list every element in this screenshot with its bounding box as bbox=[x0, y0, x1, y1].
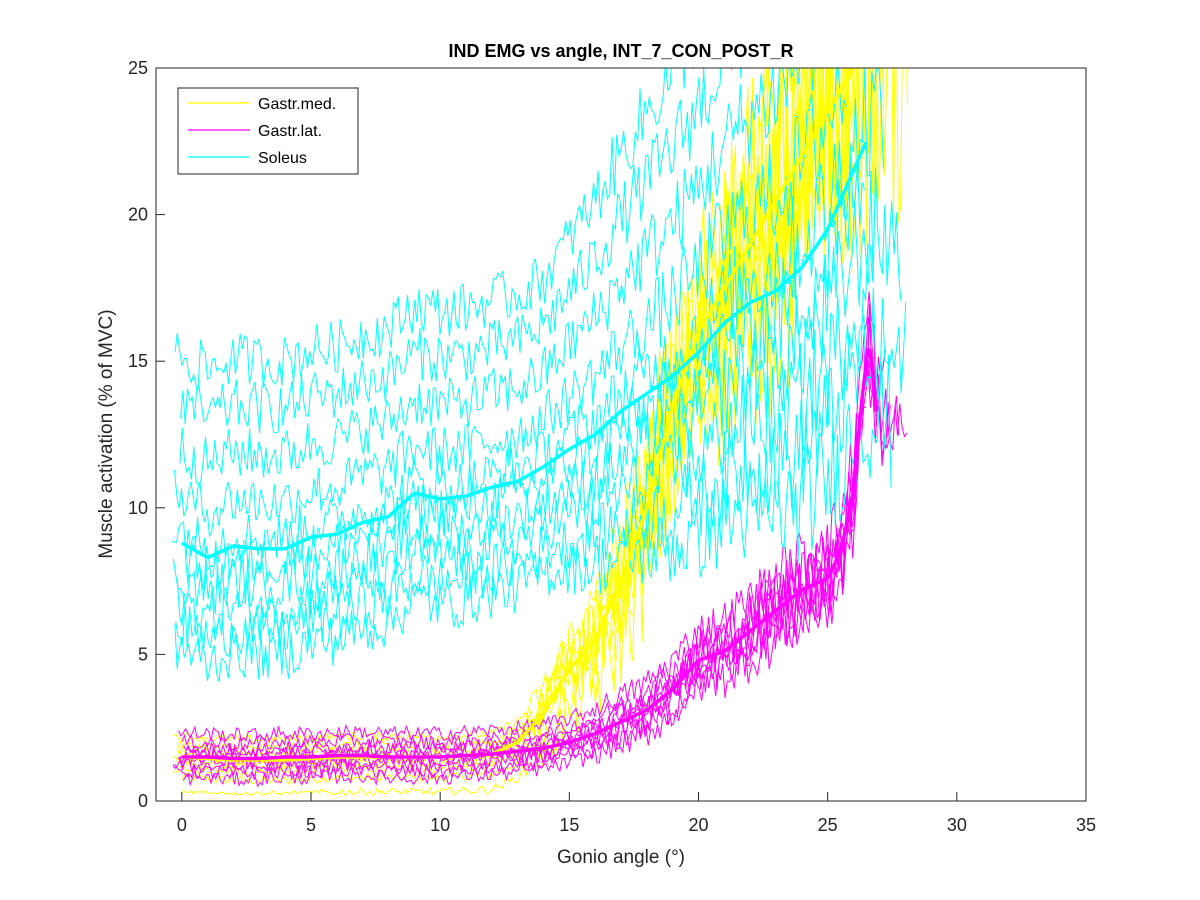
trial-trace bbox=[181, 110, 801, 796]
trial-trace bbox=[178, 291, 886, 743]
x-tick-label: 35 bbox=[1076, 815, 1096, 835]
trial-trace bbox=[173, 363, 885, 781]
trial-trace bbox=[174, 68, 847, 538]
y-tick-label: 10 bbox=[128, 498, 148, 518]
y-axis-label: Muscle activation (% of MVC) bbox=[96, 309, 117, 558]
trial-trace bbox=[185, 478, 852, 761]
x-tick-label: 25 bbox=[818, 815, 838, 835]
x-tick-label: 15 bbox=[559, 815, 579, 835]
legend-items: Gastr.med. Gastr.lat. Soleus bbox=[188, 96, 336, 167]
mean-traces bbox=[180, 68, 878, 762]
mean-trace bbox=[180, 141, 868, 559]
trial-trace bbox=[180, 68, 742, 434]
y-tick-label: 0 bbox=[138, 791, 148, 811]
trial-trace bbox=[175, 287, 907, 657]
x-tick-label: 10 bbox=[430, 815, 450, 835]
trial-trace bbox=[181, 724, 550, 785]
x-tick-label: 30 bbox=[947, 815, 967, 835]
x-tick-label: 5 bbox=[306, 815, 316, 835]
trial-trace bbox=[172, 405, 867, 775]
legend-label: Gastr.lat. bbox=[258, 123, 322, 140]
x-tick-label: 0 bbox=[177, 815, 187, 835]
y-tick-label: 15 bbox=[128, 351, 148, 371]
x-tick-label: 20 bbox=[688, 815, 708, 835]
trial-trace bbox=[174, 354, 892, 683]
plot-area bbox=[171, 68, 908, 796]
trial-trace bbox=[174, 68, 695, 391]
y-tick-label: 25 bbox=[128, 58, 148, 78]
x-axis-label: Gonio angle (°) bbox=[557, 847, 685, 868]
y-axis-ticks: 0 5 10 15 20 25 bbox=[128, 58, 165, 811]
legend-label: Soleus bbox=[258, 150, 307, 167]
legend-box bbox=[177, 87, 359, 175]
trial-trace bbox=[179, 68, 815, 485]
legend: Gastr.med. Gastr.lat. Soleus bbox=[177, 87, 359, 175]
trial-trace bbox=[182, 450, 858, 788]
trial-trace bbox=[171, 68, 884, 573]
chart-title: IND EMG vs angle, INT_7_CON_POST_R bbox=[448, 41, 793, 61]
x-axis-ticks: 0 5 10 15 20 25 30 35 bbox=[177, 792, 1096, 835]
mean-trace bbox=[181, 347, 878, 761]
axes-frame bbox=[155, 67, 1087, 802]
legend-label: Gastr.med. bbox=[258, 96, 336, 113]
y-tick-label: 5 bbox=[138, 644, 148, 664]
trial-trace bbox=[185, 153, 865, 591]
mean-trace bbox=[181, 68, 856, 762]
y-tick-label: 20 bbox=[128, 205, 148, 225]
